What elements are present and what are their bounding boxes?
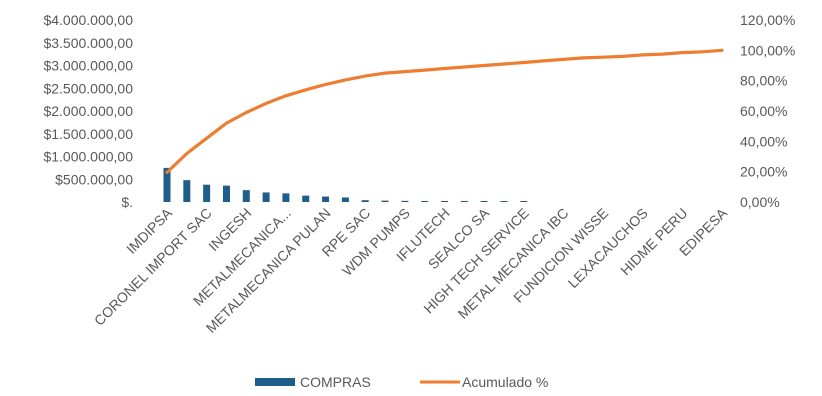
y-tick-left: $3.500.000,00: [43, 35, 133, 51]
bar: [242, 190, 250, 202]
bar: [460, 201, 468, 202]
y-tick-right: 120,00%: [740, 12, 795, 28]
y-tick-left: $3.000.000,00: [43, 58, 133, 74]
y-axis-right: 0,00% 20,00% 40,00% 60,00% 80,00% 100,00% 120,…: [740, 12, 795, 210]
y-tick-right: 100,00%: [740, 42, 795, 58]
bar: [282, 193, 290, 202]
legend-swatch-compras: [255, 378, 295, 386]
y-axis-left: $. $500.000,00 $1.000.000,00 $1.500.000,00 $…: [43, 12, 133, 210]
y-tick-left: $2.000.000,00: [43, 103, 133, 119]
line-acumulado: [165, 48, 724, 174]
bar: [421, 201, 429, 202]
legend-label-compras: COMPRAS: [300, 374, 371, 390]
y-tick-left: $1.500.000,00: [43, 126, 133, 142]
y-tick-right: 80,00%: [740, 73, 787, 89]
y-tick-right: 40,00%: [740, 133, 787, 149]
legend-label-acumulado: Acumulado %: [462, 374, 548, 390]
bar: [203, 184, 211, 202]
bar: [222, 185, 230, 202]
y-tick-left: $.: [121, 194, 133, 210]
y-tick-right: 20,00%: [740, 164, 787, 180]
bar: [520, 201, 528, 202]
bars-compras: [163, 167, 528, 202]
legend: COMPRAS Acumulado %: [255, 374, 548, 390]
bar: [302, 195, 310, 202]
bar: [381, 200, 389, 202]
y-tick-left: $4.000.000,00: [43, 12, 133, 28]
bar: [341, 197, 349, 202]
bar: [262, 192, 270, 202]
bar: [500, 201, 508, 202]
y-tick-left: $500.000,00: [55, 171, 133, 187]
bar: [480, 201, 488, 202]
bar: [401, 200, 409, 202]
bar: [441, 201, 448, 202]
bar: [361, 200, 369, 202]
bar: [163, 167, 171, 202]
y-tick-left: $1.000.000,00: [43, 149, 133, 165]
y-tick-right: 0,00%: [740, 194, 780, 210]
y-tick-left: $2.500.000,00: [43, 80, 133, 96]
bar: [322, 196, 330, 202]
bar: [183, 180, 191, 202]
y-tick-right: 60,00%: [740, 103, 787, 119]
